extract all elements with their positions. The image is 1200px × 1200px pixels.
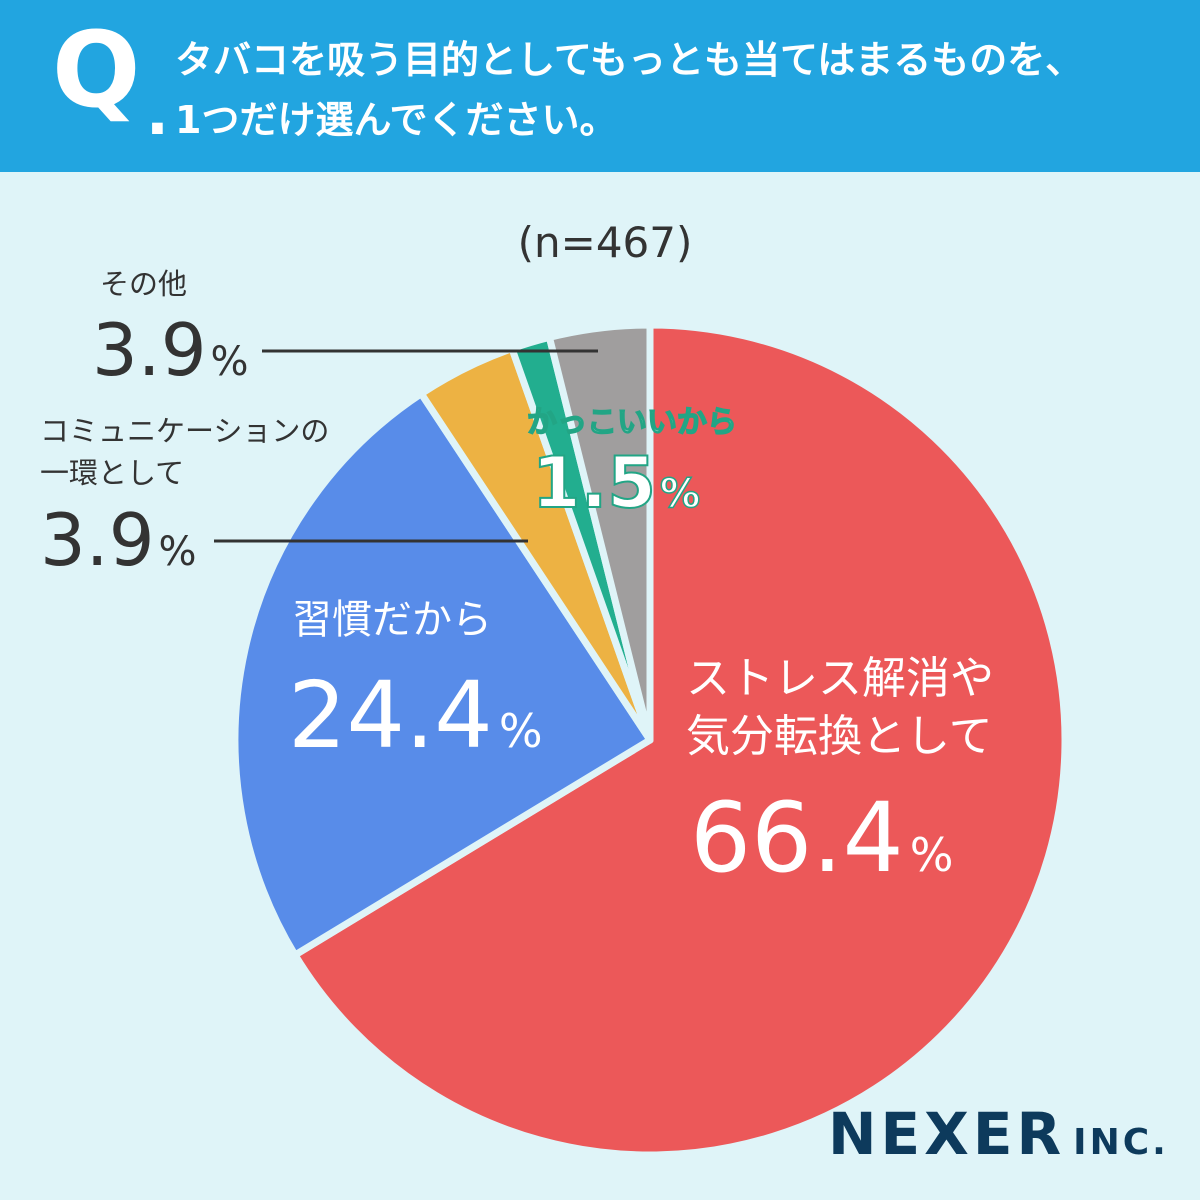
label-shukan-name: 習慣だから xyxy=(292,597,492,643)
slice-sonota xyxy=(545,321,654,744)
label-stress-unit: % xyxy=(909,828,954,882)
label-stress-line-1: ストレス解消や xyxy=(686,653,994,704)
question-line-1: タバコを吸う目的としてもっとも当てはまるものを、 xyxy=(175,38,1084,82)
label-sonota-number: 3.9 xyxy=(92,308,207,392)
label-stress-name: ストレス解消や 気分転換として xyxy=(686,650,994,766)
label-stress-value: 66.4% xyxy=(690,790,953,886)
label-kakko-name: かっこいいから xyxy=(526,405,738,440)
question-header: Q . タバコを吸う目的としてもっとも当てはまるものを、 1つだけ選んでください… xyxy=(0,0,1200,172)
label-kakko-unit: % xyxy=(659,471,701,517)
label-comm-name: コミュニケーションの 一環として xyxy=(40,410,329,494)
label-comm-value: 3.9% xyxy=(40,504,197,576)
sample-size: (n=467) xyxy=(517,218,693,267)
q-dot: . xyxy=(146,79,169,149)
question-text: タバコを吸う目的としてもっとも当てはまるものを、 1つだけ選んでください。 xyxy=(175,30,1175,150)
label-sonota-unit: % xyxy=(210,339,249,385)
slice-shukan xyxy=(231,390,654,959)
question-line-2: 1つだけ選んでください。 xyxy=(175,98,618,142)
label-kakko-number: 1.5 xyxy=(531,442,657,524)
label-comm-unit: % xyxy=(158,529,197,575)
brand-main: NEXER xyxy=(828,1100,1066,1168)
brand-logo: NEXER INC. xyxy=(828,1105,1169,1163)
label-shukan-value: 24.4% xyxy=(288,670,543,762)
label-comm-line-2: 一環として xyxy=(40,456,185,490)
slice-stress xyxy=(291,321,1069,1159)
label-kakko-value: 1.5% xyxy=(531,447,701,519)
label-shukan-number: 24.4 xyxy=(288,662,493,769)
label-comm-line-1: コミュニケーションの xyxy=(40,414,330,448)
label-comm-number: 3.9 xyxy=(40,498,155,582)
q-mark: Q xyxy=(52,9,141,131)
label-sonota-name: その他 xyxy=(100,267,188,301)
label-stress-line-2: 気分転換として xyxy=(686,711,993,762)
label-stress-number: 66.4 xyxy=(690,782,904,894)
label-sonota-value: 3.9% xyxy=(92,314,249,386)
brand-suffix: INC. xyxy=(1073,1122,1169,1163)
label-shukan-unit: % xyxy=(498,704,543,758)
